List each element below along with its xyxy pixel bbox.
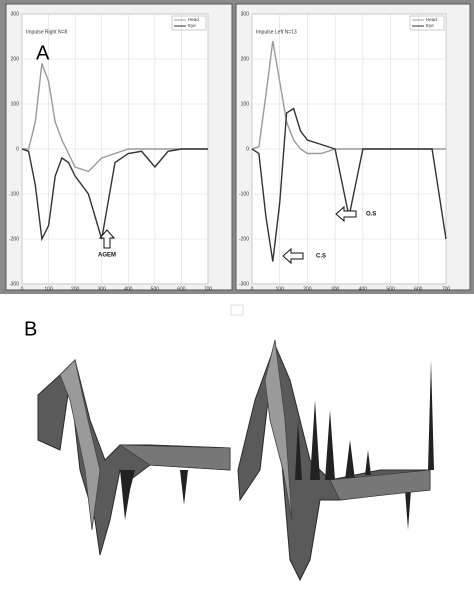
x-tick-label: 300 [98, 286, 107, 292]
panel-b-3d-right [237, 339, 434, 582]
x-tick-label: 300 [331, 286, 340, 292]
y-tick-label: -200 [239, 236, 249, 242]
chart-title: Impulse Right N=8 [26, 29, 67, 35]
series-line [21, 148, 208, 242]
y-tick-label: -100 [9, 191, 19, 197]
y-tick-label: -100 [239, 191, 249, 197]
chart-title: Impulse Left N=13 [256, 29, 297, 35]
x-tick-label: 600 [177, 286, 186, 292]
legend-box [171, 15, 207, 31]
annotation: AGEM [98, 253, 116, 259]
y-tick-label: 0 [16, 146, 19, 152]
y-tick-label: 0 [246, 146, 249, 152]
x-tick-label: 200 [71, 286, 80, 292]
mini-legend [230, 304, 244, 316]
panel-label: A [36, 42, 50, 64]
x-tick-label: 400 [124, 286, 133, 292]
y-tick-label: -300 [239, 281, 249, 287]
panel-label: B [24, 318, 37, 340]
x-tick-label: 700 [442, 286, 451, 292]
x-tick-label: 500 [151, 286, 160, 292]
y-tick-label: 300 [241, 11, 250, 17]
x-tick-label: 100 [44, 286, 53, 292]
series-line [22, 63, 208, 173]
annotation-arrow [98, 229, 116, 249]
legend-box [409, 15, 445, 31]
x-tick-label: 200 [303, 286, 312, 292]
y-tick-label: -200 [9, 236, 19, 242]
annotation-arrow [282, 247, 304, 265]
x-tick-label: 700 [204, 286, 213, 292]
x-tick-label: 500 [386, 286, 395, 292]
x-tick-label: 0 [251, 286, 254, 292]
x-tick-label: 600 [414, 286, 423, 292]
annotation: C.S [316, 254, 326, 260]
y-tick-label: 200 [11, 56, 20, 62]
x-tick-label: 0 [21, 286, 24, 292]
legend-label: Head [188, 17, 199, 22]
y-tick-label: 300 [11, 11, 20, 17]
y-tick-label: -300 [9, 281, 19, 287]
x-tick-label: 400 [359, 286, 368, 292]
annotation: O.S [366, 212, 376, 218]
series-line [251, 107, 447, 262]
y-tick-label: 100 [11, 101, 20, 107]
legend-label: Eye [426, 23, 434, 28]
legend-label: Eye [188, 23, 196, 28]
legend-label: Head [426, 17, 437, 22]
panel-b-3d-left [37, 359, 231, 556]
annotation-arrow [335, 205, 357, 223]
x-tick-label: 100 [276, 286, 285, 292]
y-tick-label: 200 [241, 56, 250, 62]
y-tick-label: 100 [241, 101, 250, 107]
